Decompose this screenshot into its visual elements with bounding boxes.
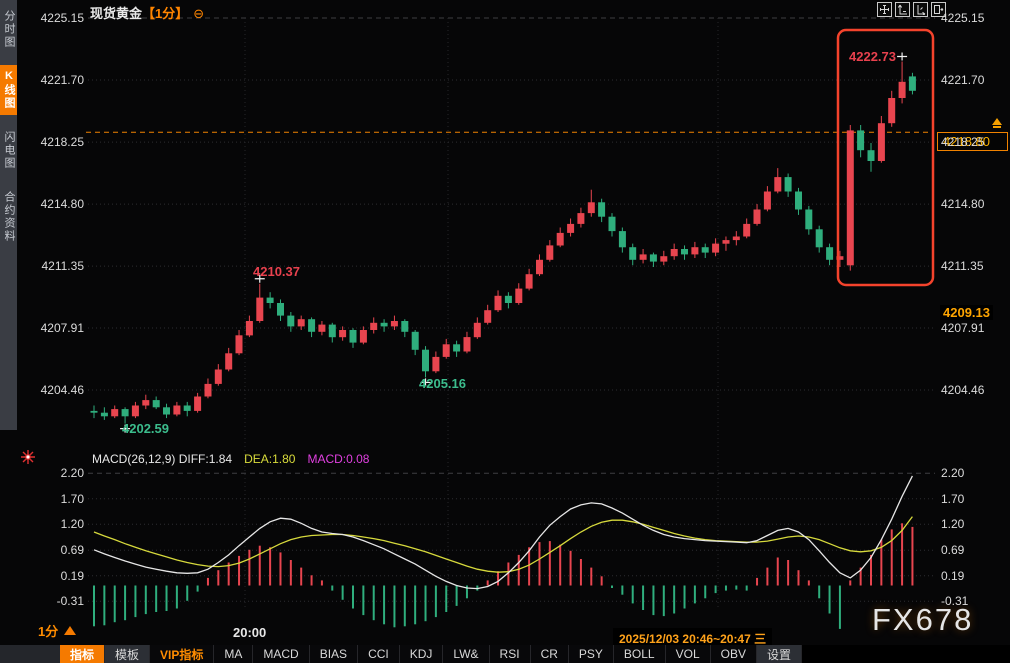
price-tick-right-4: 4211.35 [941, 259, 984, 274]
sidebar-tab-2[interactable]: 闪电图 [3, 131, 15, 170]
price-tick-right-3: 4214.80 [941, 197, 985, 212]
macd-tick-right-0: 2.20 [941, 466, 965, 481]
indicator-menu-bar: 指标 模板 VIP指标 MA MACD BIAS CCI KDJ LW& RSI CR PSY BOLL… [0, 645, 1010, 663]
menu-item-0[interactable]: 指标 [60, 645, 106, 663]
menu-item-10[interactable]: CR [530, 645, 569, 663]
annotation-swing-high: 4210.37 [253, 264, 300, 279]
macd-header: MACD(26,12,9) DIFF:1.84 DEA:1.80 MACD:0.08 [92, 452, 369, 466]
menu-item-12[interactable]: BOLL [613, 645, 666, 663]
menu-item-6[interactable]: CCI [358, 645, 400, 663]
sidebar-tab-0[interactable]: 分时图 [3, 10, 15, 49]
sidebar: 分时图 K线图闪电图合约资料 [0, 0, 17, 430]
price-tick-right-5: 4207.91 [941, 320, 985, 335]
macd-dea-value: DEA:1.80 [244, 452, 296, 466]
annotation-session-low: 4202.59 [122, 421, 169, 436]
secondary-price-mark: 4209.13 [940, 305, 993, 320]
menu-item-3[interactable]: MA [214, 645, 254, 663]
menu-spacer [0, 645, 60, 663]
timeframe-selector[interactable]: 1分 [38, 624, 59, 639]
macd-tick-left-1: 1.70 [60, 491, 84, 506]
menu-item-14[interactable]: OBV [710, 645, 757, 663]
price-tick-left-3: 4214.80 [40, 197, 84, 212]
expand-pane-icon[interactable] [931, 2, 946, 17]
macd-tick-right-1: 1.70 [941, 491, 965, 506]
menu-item-13[interactable]: VOL [665, 645, 711, 663]
menu-item-4[interactable]: MACD [253, 645, 310, 663]
chart-toolbar [877, 2, 946, 17]
price-up-arrow-icon [992, 118, 1002, 128]
menu-item-2[interactable]: VIP指标 [150, 645, 215, 663]
annotation-swing-low: 4205.16 [419, 376, 466, 391]
menu-item-5[interactable]: BIAS [309, 645, 359, 663]
zoom-x-axis-icon[interactable] [913, 2, 928, 17]
menu-item-8[interactable]: LW& [443, 645, 490, 663]
collapse-icon[interactable]: ⊖ [193, 6, 205, 21]
menu-item-9[interactable]: RSI [489, 645, 531, 663]
price-tick-right-2: 4218.25 [941, 135, 985, 150]
macd-tick-right-5: -0.31 [941, 594, 969, 609]
price-tick-right-6: 4204.46 [941, 383, 985, 397]
menu-item-11[interactable]: PSY [568, 645, 614, 663]
watermark-logo: FX678 [872, 602, 974, 637]
macd-value: MACD:0.08 [307, 452, 370, 466]
timeframe-up-arrow-icon[interactable] [64, 626, 76, 635]
macd-tick-right-2: 1.20 [941, 517, 965, 532]
sidebar-tab-3[interactable]: 合约资料 [3, 191, 15, 243]
session-info-badge: 2025/12/03 20:46~20:47 三 [613, 628, 773, 649]
price-tick-left-5: 4207.91 [40, 320, 84, 335]
macd-tick-left-2: 1.20 [60, 517, 84, 532]
current-price-badge: 4218.80 [937, 132, 1008, 151]
price-tick-left-0: 4225.15 [40, 11, 84, 25]
period-tag: 【1分】 [142, 6, 189, 21]
price-tick-left-4: 4211.35 [41, 259, 85, 274]
price-tick-right-1: 4221.70 [941, 73, 985, 88]
macd-tick-right-4: 0.19 [941, 568, 965, 583]
macd-params-and-diff: MACD(26,12,9) DIFF:1.84 [92, 452, 233, 466]
sidebar-tab-1[interactable]: K线图 [0, 65, 17, 115]
price-tick-left-1: 4221.70 [40, 73, 84, 88]
alert-icon[interactable] [20, 449, 36, 465]
pan-crosshair-icon[interactable] [877, 2, 892, 17]
time-axis-label: 20:00 [233, 625, 267, 640]
menu-item-15[interactable]: 设置 [756, 645, 802, 663]
macd-tick-left-3: 0.69 [60, 543, 84, 558]
price-tick-left-6: 4204.46 [40, 383, 84, 397]
price-tick-left-2: 4218.25 [40, 135, 84, 150]
macd-tick-right-3: 0.69 [941, 543, 965, 558]
menu-item-1[interactable]: 模板 [105, 645, 151, 663]
macd-tick-left-4: 0.19 [60, 568, 84, 583]
macd-tick-left-5: -0.31 [56, 594, 84, 609]
chart-title: 现货黄金【1分】 ⊖ [90, 3, 204, 22]
macd-tick-left-0: 2.20 [60, 466, 84, 481]
annotation-peak-high: 4222.73 [849, 49, 896, 64]
symbol-name: 现货黄金 [90, 6, 143, 21]
price-tick-right-0: 4225.15 [941, 11, 985, 25]
zoom-y-axis-icon[interactable] [895, 2, 910, 17]
menu-item-7[interactable]: KDJ [399, 645, 444, 663]
